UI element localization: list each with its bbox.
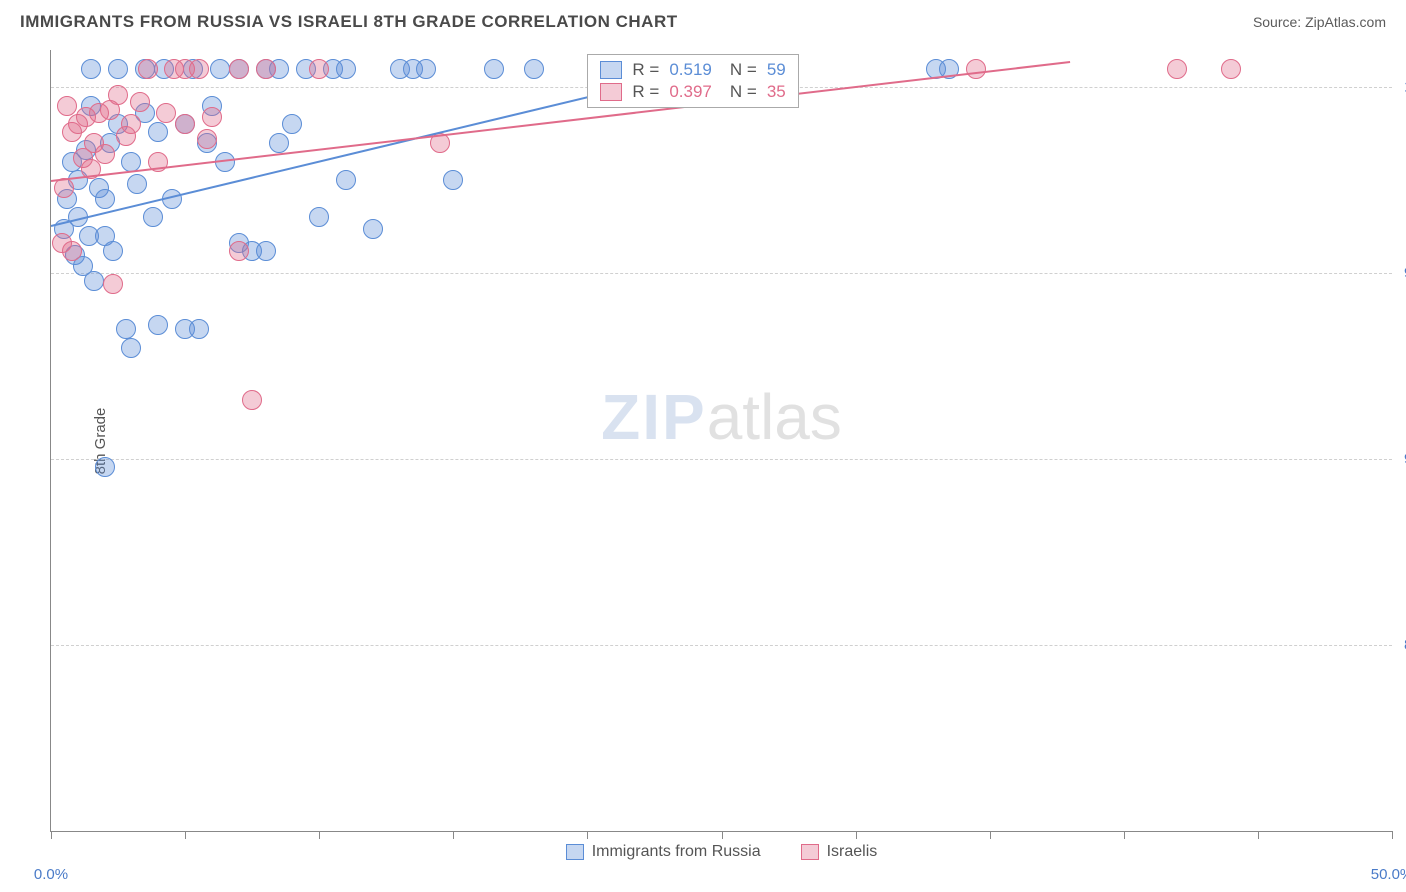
gridline [51,645,1392,646]
scatter-point [336,170,356,190]
legend-label: Immigrants from Russia [592,843,761,861]
scatter-point [95,189,115,209]
x-tick-label: 0.0% [34,866,68,883]
x-tick [856,831,857,839]
scatter-point [95,144,115,164]
scatter-point [121,152,141,172]
scatter-point [363,219,383,239]
scatter-point [229,241,249,261]
scatter-point [116,319,136,339]
scatter-point [95,457,115,477]
scatter-point [156,103,176,123]
scatter-point [103,274,123,294]
x-tick [453,831,454,839]
n-label: N = [730,60,757,80]
scatter-point [108,59,128,79]
scatter-point [282,114,302,134]
scatter-point [524,59,544,79]
r-value: 0.397 [669,82,712,102]
x-tick [990,831,991,839]
source-label: Source: ZipAtlas.com [1253,14,1386,30]
scatter-point [127,174,147,194]
n-value: 59 [767,60,786,80]
gridline [51,459,1392,460]
watermark-atlas: atlas [707,381,842,453]
stats-legend-row: R = 0.397 N = 35 [600,82,785,102]
scatter-point [121,114,141,134]
scatter-point [175,114,195,134]
scatter-point [148,315,168,335]
scatter-point [138,59,158,79]
scatter-point [108,85,128,105]
n-label: N = [730,82,757,102]
x-tick [185,831,186,839]
x-tick [1124,831,1125,839]
scatter-point [443,170,463,190]
scatter-point [484,59,504,79]
scatter-point [84,271,104,291]
scatter-point [309,207,329,227]
legend-swatch [600,61,622,79]
scatter-point [256,59,276,79]
chart-title: IMMIGRANTS FROM RUSSIA VS ISRAELI 8TH GR… [20,12,678,32]
stats-legend: R = 0.519 N = 59 R = 0.397 N = 35 [587,54,798,108]
legend-swatch [566,844,584,860]
r-value: 0.519 [669,60,712,80]
scatter-point [416,59,436,79]
scatter-point [256,241,276,261]
scatter-point [1221,59,1241,79]
legend-label: Israelis [827,843,878,861]
scatter-point [81,59,101,79]
scatter-point [189,59,209,79]
scatter-point [62,241,82,261]
scatter-point [148,122,168,142]
scatter-point [966,59,986,79]
r-label: R = [632,82,659,102]
x-tick [51,831,52,839]
x-tick [319,831,320,839]
scatter-point [121,338,141,358]
scatter-point [202,107,222,127]
scatter-point [197,129,217,149]
legend-swatch [801,844,819,860]
x-tick [1258,831,1259,839]
header: IMMIGRANTS FROM RUSSIA VS ISRAELI 8TH GR… [0,0,1406,40]
scatter-point [57,96,77,116]
x-tick-label: 50.0% [1371,866,1406,883]
scatter-chart: 8th Grade ZIPatlas Immigrants from Russi… [50,50,1392,832]
scatter-point [103,241,123,261]
legend-item: Israelis [801,843,878,861]
scatter-point [210,59,230,79]
watermark-zip: ZIP [601,381,707,453]
x-tick [587,831,588,839]
bottom-legend: Immigrants from Russia Israelis [51,843,1392,861]
scatter-point [309,59,329,79]
stats-legend-row: R = 0.519 N = 59 [600,60,785,80]
legend-item: Immigrants from Russia [566,843,761,861]
scatter-point [130,92,150,112]
scatter-point [242,390,262,410]
legend-swatch [600,83,622,101]
scatter-point [269,133,289,153]
x-tick [722,831,723,839]
scatter-point [336,59,356,79]
scatter-point [143,207,163,227]
watermark: ZIPatlas [601,380,842,454]
gridline [51,273,1392,274]
scatter-point [1167,59,1187,79]
scatter-point [229,59,249,79]
scatter-point [189,319,209,339]
r-label: R = [632,60,659,80]
x-tick [1392,831,1393,839]
n-value: 35 [767,82,786,102]
